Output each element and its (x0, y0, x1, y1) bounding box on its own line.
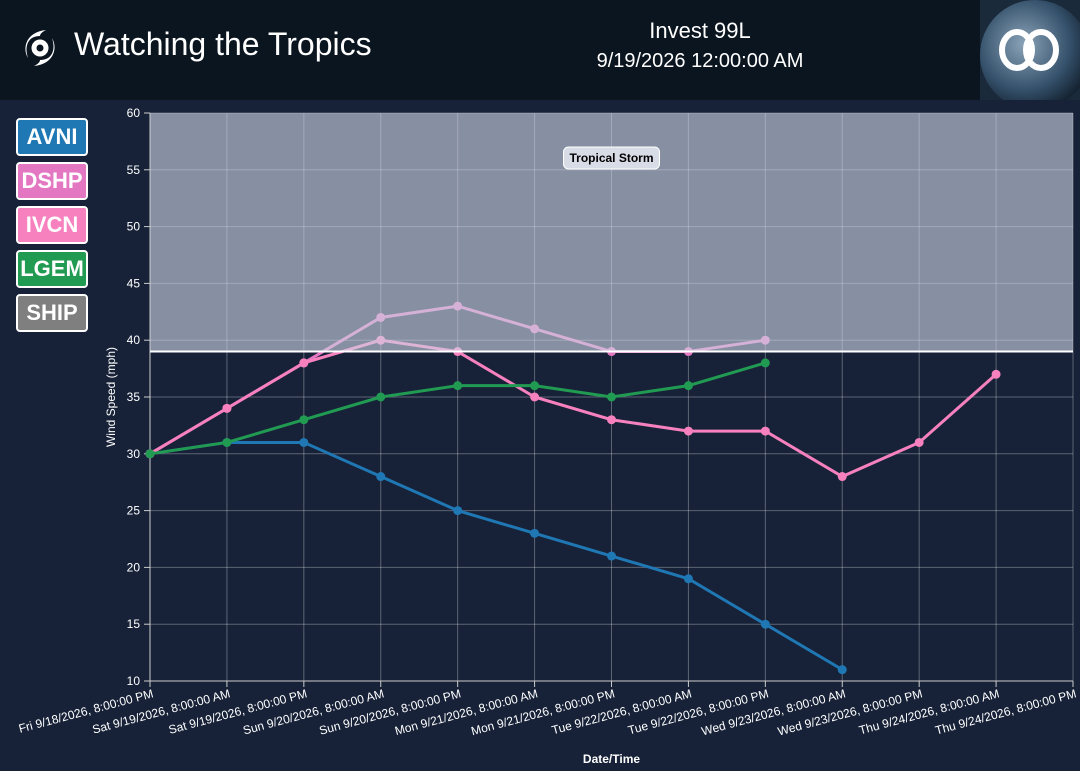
data-point (145, 449, 155, 459)
data-point (530, 392, 540, 402)
data-point (914, 437, 924, 447)
y-tick-label: 25 (127, 504, 141, 518)
y-tick-label: 55 (127, 163, 141, 177)
band-label-box (563, 146, 660, 170)
data-point (607, 551, 616, 561)
data-point (299, 358, 309, 368)
data-point (837, 472, 847, 482)
legend-item[interactable]: SHIP (16, 294, 88, 332)
data-point (760, 358, 770, 368)
y-tick-label: 10 (127, 674, 141, 688)
y-tick-label: 30 (127, 447, 141, 461)
data-point (376, 472, 386, 482)
app-title: Watching the Tropics (74, 26, 372, 62)
data-point (991, 369, 1001, 379)
legend-item[interactable]: AVNI (16, 118, 88, 156)
data-point (683, 426, 693, 436)
y-tick-label: 40 (127, 333, 141, 347)
y-axis-label: Wind Speed (mph) (104, 347, 118, 447)
data-point (222, 437, 232, 447)
storm-time: 9/19/2026 12:00:00 AM (596, 50, 804, 72)
data-point (837, 665, 847, 675)
y-tick-label: 50 (127, 220, 141, 234)
band-label: Tropical Storm (569, 151, 653, 165)
y-tick-label: 35 (127, 390, 141, 404)
header: Watching the Tropics Invest 99L 9/19/202… (0, 0, 1080, 100)
data-point (376, 392, 386, 402)
data-point (683, 574, 693, 584)
y-tick-label: 15 (127, 617, 141, 631)
data-point (453, 381, 463, 391)
x-axis-label: Date/Time (583, 752, 640, 766)
data-point (607, 415, 616, 425)
logo (980, 0, 1080, 100)
storm-name: Invest 99L (649, 18, 751, 43)
hurricane-icon (25, 30, 55, 66)
data-point (453, 506, 463, 516)
data-point (760, 619, 770, 629)
data-point (607, 392, 616, 402)
data-point (299, 415, 309, 425)
data-point (299, 437, 309, 447)
y-tick-label: 20 (127, 560, 141, 574)
legend-item[interactable]: LGEM (16, 250, 88, 288)
series-line (149, 440, 844, 671)
legend-item[interactable]: DSHP (16, 162, 88, 200)
y-tick-label: 45 (127, 276, 141, 290)
legend-item[interactable]: IVCN (16, 206, 88, 244)
data-point (530, 528, 540, 538)
data-point (683, 381, 693, 391)
data-point (222, 403, 232, 413)
y-tick-label: 60 (127, 106, 141, 120)
data-point (760, 426, 770, 436)
legend: AVNI DSHP IVCN LGEM SHIP (16, 118, 88, 338)
data-point (530, 381, 540, 391)
series-line (149, 338, 998, 479)
